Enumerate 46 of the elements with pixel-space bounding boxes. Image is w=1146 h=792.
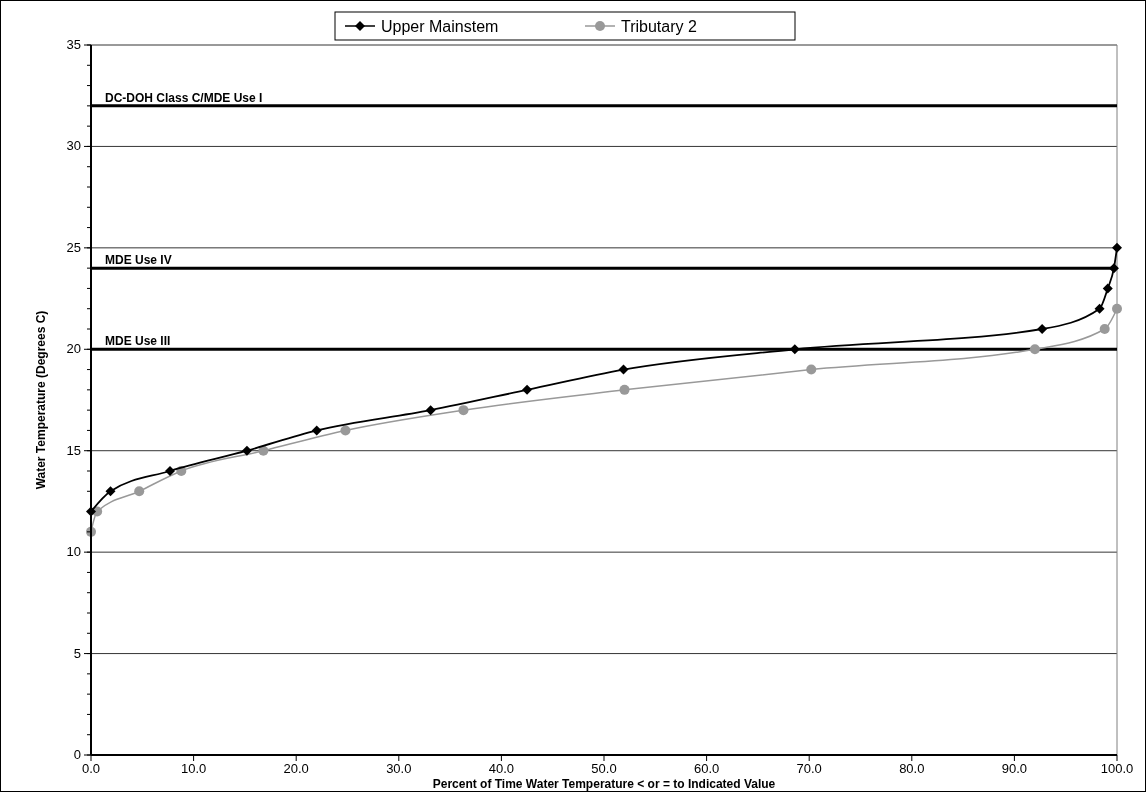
x-tick-label: 20.0 — [283, 761, 309, 776]
x-axis-title: Percent of Time Water Temperature < or = to Indicated Value — [432, 777, 776, 791]
point — [105, 486, 116, 497]
point — [619, 384, 630, 395]
point — [134, 486, 145, 497]
point — [1037, 324, 1048, 334]
x-tick-label: 0.0 — [81, 761, 101, 776]
ref-line-label: MDE Use IV — [105, 253, 172, 268]
point — [1094, 303, 1105, 314]
point — [1099, 324, 1110, 334]
ref-line-label: DC-DOH Class C/MDE Use I — [105, 90, 263, 105]
point — [618, 364, 629, 375]
legend-label: Upper Mainstem — [381, 18, 499, 35]
point — [311, 425, 322, 436]
x-tick-label: 10.0 — [180, 761, 207, 776]
point — [340, 425, 351, 436]
y-tick-label: 20 — [66, 341, 81, 357]
y-tick-label: 15 — [66, 442, 81, 458]
y-tick-label: 5 — [73, 645, 81, 661]
point — [258, 445, 269, 456]
point — [165, 466, 175, 476]
legend-label: Tributary 2 — [621, 18, 697, 35]
point — [1112, 303, 1122, 314]
point — [806, 364, 817, 375]
point — [1029, 344, 1040, 355]
y-tick-label: 0 — [73, 747, 81, 762]
y-tick-label: 10 — [66, 544, 81, 560]
point — [1102, 283, 1113, 294]
point — [458, 405, 469, 416]
y-axis-title: Water Temperature (Degrees C) — [34, 310, 48, 490]
x-tick-label: 70.0 — [796, 761, 822, 776]
point — [241, 445, 252, 456]
point — [425, 405, 436, 416]
y-tick-label: 35 — [66, 37, 81, 52]
x-tick-label: 100.0 — [1100, 761, 1134, 776]
x-tick-label: 90.0 — [1001, 761, 1028, 776]
x-tick-label: 30.0 — [386, 761, 412, 776]
ref-line-label: MDE Use III — [105, 334, 171, 349]
point — [522, 384, 533, 395]
x-tick-label: 50.0 — [591, 761, 617, 776]
x-tick-label: 80.0 — [899, 761, 925, 776]
x-tick-label: 60.0 — [693, 761, 720, 776]
y-tick-label: 25 — [66, 239, 81, 255]
y-tick-label: 30 — [66, 138, 81, 154]
point — [1112, 242, 1122, 253]
x-tick-label: 40.0 — [488, 761, 515, 776]
